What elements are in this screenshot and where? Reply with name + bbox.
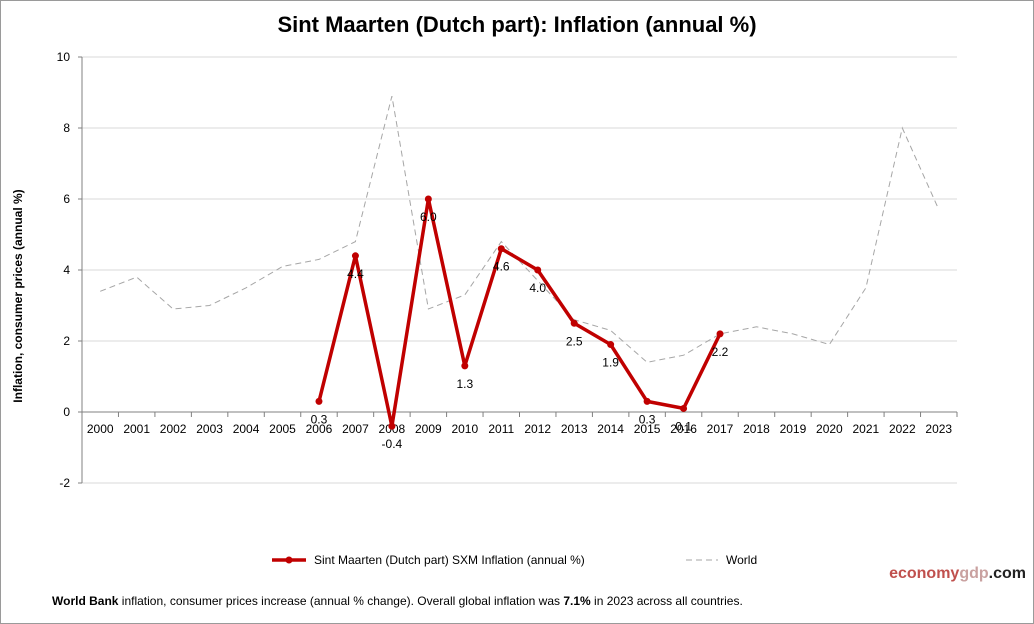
data-label-2016: 0.1 bbox=[675, 419, 692, 433]
footer-value: 7.1% bbox=[563, 594, 591, 608]
xtick-label-2001: 2001 bbox=[123, 422, 150, 436]
sxm-point-2011 bbox=[497, 245, 505, 253]
ytick-label-4: 4 bbox=[63, 263, 70, 277]
brand-part-gdp: gdp bbox=[959, 565, 989, 582]
xtick-label-2010: 2010 bbox=[451, 422, 478, 436]
ytick-label-0: 0 bbox=[63, 405, 70, 419]
data-labels: 0.3 4.4 -0.4 6.0 1.3 4.6 4.0 2.5 1.9 0.3 0.1 2.2 bbox=[311, 210, 729, 451]
brand-logo[interactable]: economygdp.com bbox=[889, 565, 1026, 583]
xtick-label-2017: 2017 bbox=[707, 422, 734, 436]
footer-text-2: in 2023 across all countries. bbox=[590, 594, 743, 608]
xtick-label-2016: 2016 bbox=[670, 422, 697, 436]
x-tick-labels: 2000200120022003200420052006200720082009… bbox=[87, 422, 953, 436]
world-series bbox=[100, 95, 940, 363]
sxm-point-2012 bbox=[534, 266, 542, 274]
xtick-label-2004: 2004 bbox=[233, 422, 260, 436]
ytick-label--2: -2 bbox=[59, 476, 70, 490]
xtick-label-2020: 2020 bbox=[816, 422, 843, 436]
legend-world-swatch bbox=[686, 559, 718, 561]
data-label-2007: 4.4 bbox=[347, 267, 364, 281]
y-tick-labels: -2 0 2 4 6 8 10 bbox=[57, 50, 71, 490]
data-label-2009: 6.0 bbox=[420, 210, 437, 224]
sxm-point-2013 bbox=[570, 319, 578, 327]
xtick-label-2023: 2023 bbox=[925, 422, 952, 436]
ytick-label-8: 8 bbox=[63, 121, 70, 135]
data-label-2010: 1.3 bbox=[456, 377, 473, 391]
ytick-label-10: 10 bbox=[57, 50, 71, 64]
xtick-label-2015: 2015 bbox=[634, 422, 661, 436]
xtick-label-2007: 2007 bbox=[342, 422, 369, 436]
sxm-point-2014 bbox=[607, 341, 615, 349]
brand-part-com: .com bbox=[988, 565, 1026, 582]
legend-sxm-swatch bbox=[272, 556, 306, 564]
xtick-label-2005: 2005 bbox=[269, 422, 296, 436]
legend-world-label: World bbox=[726, 553, 758, 567]
sxm-series bbox=[315, 195, 724, 430]
data-label-2012: 4.0 bbox=[529, 281, 546, 295]
data-label-2011: 4.6 bbox=[493, 260, 510, 274]
data-label-2017: 2.2 bbox=[712, 345, 729, 359]
world-line bbox=[100, 95, 940, 363]
data-label-2013: 2.5 bbox=[566, 334, 583, 348]
ytick-label-6: 6 bbox=[63, 192, 70, 206]
xtick-label-2012: 2012 bbox=[524, 422, 551, 436]
xtick-label-2021: 2021 bbox=[853, 422, 880, 436]
chart-title: Sint Maarten (Dutch part): Inflation (an… bbox=[277, 12, 757, 37]
sxm-point-2008 bbox=[388, 422, 396, 430]
sxm-point-2017 bbox=[716, 330, 724, 338]
xtick-label-2011: 2011 bbox=[488, 422, 514, 436]
footer-text-1: inflation, consumer prices increase (ann… bbox=[118, 594, 564, 608]
xtick-label-2006: 2006 bbox=[306, 422, 333, 436]
xtick-label-2022: 2022 bbox=[889, 422, 916, 436]
xtick-label-2000: 2000 bbox=[87, 422, 114, 436]
brand-part-economy: economy bbox=[889, 565, 960, 582]
legend-world: World bbox=[684, 553, 757, 567]
data-label-2014: 1.9 bbox=[602, 356, 619, 370]
sxm-point-2006 bbox=[315, 397, 323, 405]
footer-source: World Bank bbox=[52, 594, 119, 608]
footer-note: World Bank inflation, consumer prices in… bbox=[52, 594, 743, 608]
data-label-2006: 0.3 bbox=[311, 412, 328, 426]
xtick-label-2013: 2013 bbox=[561, 422, 588, 436]
xtick-label-2002: 2002 bbox=[160, 422, 187, 436]
sxm-point-2007 bbox=[351, 252, 359, 260]
data-label-2015: 0.3 bbox=[639, 412, 656, 426]
data-label-2008: -0.4 bbox=[382, 437, 403, 451]
xtick-label-2003: 2003 bbox=[196, 422, 223, 436]
legend-sxm-label: Sint Maarten (Dutch part) SXM Inflation … bbox=[314, 553, 585, 567]
grid-lines bbox=[78, 56, 958, 484]
ytick-label-2: 2 bbox=[63, 334, 70, 348]
sxm-point-2016 bbox=[680, 404, 688, 412]
sxm-point-2015 bbox=[643, 397, 651, 405]
sxm-line bbox=[317, 197, 722, 428]
xtick-label-2014: 2014 bbox=[597, 422, 624, 436]
sxm-point-2009 bbox=[424, 195, 432, 203]
xtick-label-2019: 2019 bbox=[780, 422, 807, 436]
xtick-label-2009: 2009 bbox=[415, 422, 442, 436]
legend-sxm: Sint Maarten (Dutch part) SXM Inflation … bbox=[270, 553, 585, 567]
sxm-point-2010 bbox=[461, 362, 469, 370]
xtick-label-2018: 2018 bbox=[743, 422, 770, 436]
